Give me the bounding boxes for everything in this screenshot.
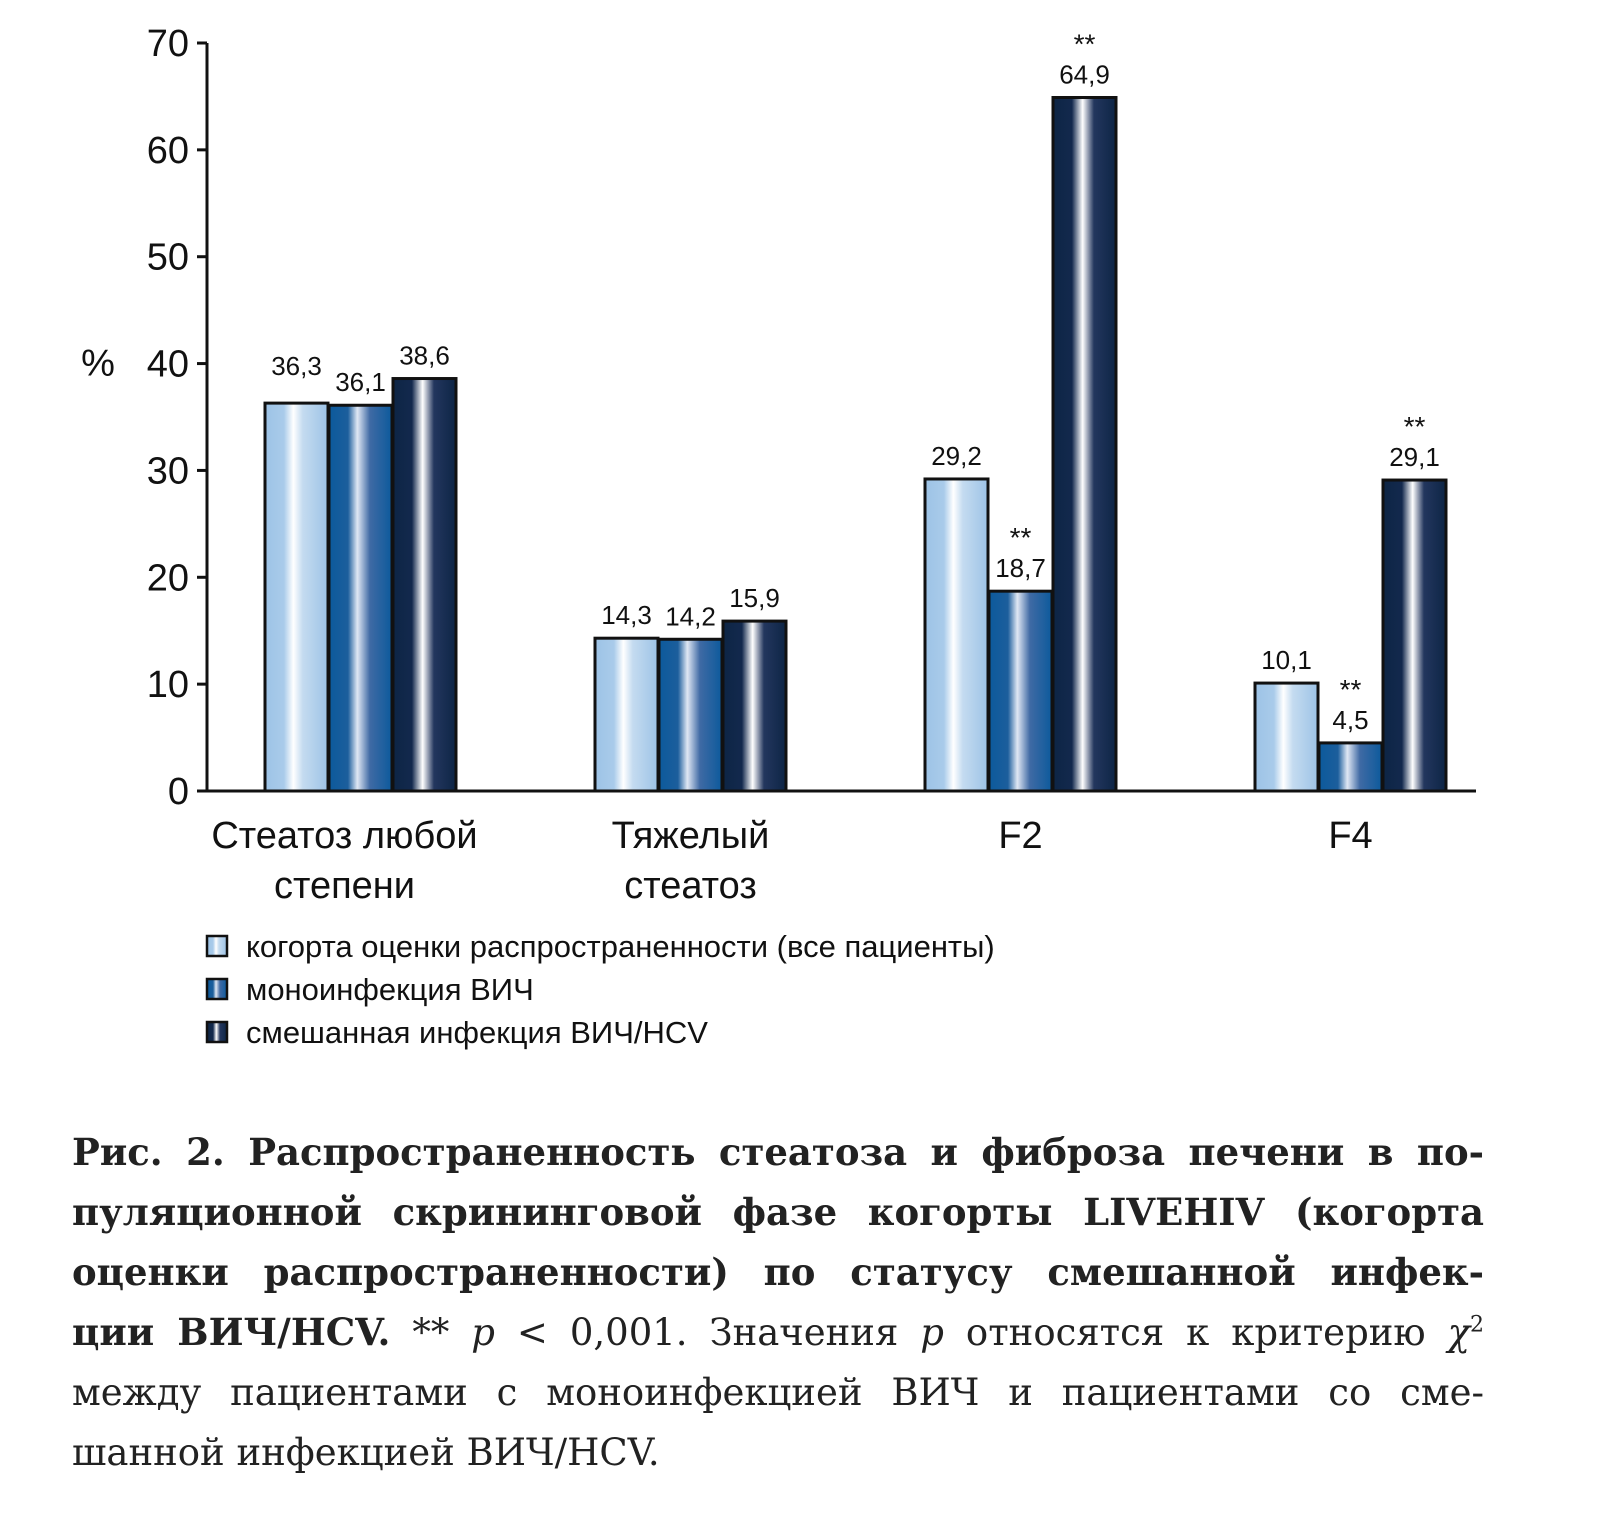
bar	[1381, 478, 1448, 793]
bar	[327, 403, 394, 793]
caption-text: χ	[1447, 1311, 1471, 1354]
category-label: F4	[1328, 815, 1372, 857]
data-label: 18,7	[995, 553, 1046, 583]
legend-label: когорта оценки распространенности (все п…	[246, 929, 995, 964]
y-tick-label: 40	[147, 344, 189, 386]
bar	[721, 619, 788, 793]
bar	[593, 636, 660, 793]
y-tick-label: 30	[147, 450, 189, 492]
caption-text: < 0,001. Значения	[494, 1311, 921, 1354]
bar	[1051, 95, 1118, 793]
y-tick-label: 0	[168, 771, 189, 813]
legend-swatch	[205, 977, 229, 1001]
caption-text: относятся к критерию	[943, 1311, 1448, 1354]
data-label: 36,1	[335, 367, 386, 397]
significance-mark: **	[1074, 28, 1096, 59]
caption-text: ции ВИЧ/HCV.	[72, 1310, 391, 1354]
bar	[391, 377, 458, 793]
caption-line: Рис. 2. Распространенность стеатоза и фи…	[72, 1130, 1484, 1174]
bar	[263, 401, 330, 793]
bar	[1317, 741, 1384, 793]
data-label: 4,5	[1332, 705, 1368, 735]
data-label: 29,1	[1389, 442, 1440, 472]
y-axis-label: %	[81, 343, 115, 385]
bar-chart: 0 10 20 30 40 50 60 70% Стеатоз любой степени Тяже…	[81, 23, 1476, 1050]
bar	[923, 477, 990, 793]
caption-text: 2	[1470, 1312, 1485, 1338]
y-tick-label: 10	[147, 664, 189, 706]
data-label: 29,2	[931, 441, 982, 471]
data-label: 14,3	[601, 600, 652, 630]
category-label: Тяжелый	[612, 815, 770, 857]
caption-line: шанной инфекцией ВИЧ/HCV.	[72, 1431, 660, 1474]
y-tick-label: 60	[147, 130, 189, 172]
category-label: стеатоз	[624, 865, 757, 907]
legend-swatch	[205, 934, 229, 958]
data-label: 10,1	[1261, 645, 1312, 675]
category-label: степени	[274, 865, 415, 907]
caption-line: ции ВИЧ/HCV. ** p < 0,001. Значения p от…	[72, 1302, 1484, 1363]
significance-mark: **	[1404, 411, 1426, 442]
data-label: 64,9	[1059, 59, 1110, 89]
figure-caption: Рис. 2. Распространенность стеатоза и фи…	[72, 1122, 1484, 1483]
caption-text: **	[390, 1311, 472, 1354]
y-tick-label: 70	[147, 23, 189, 65]
data-label: 36,3	[271, 351, 322, 381]
y-tick-label: 20	[147, 557, 189, 599]
caption-line: между пациентами с моноинфекцией ВИЧ и п…	[72, 1371, 1484, 1414]
data-label: 15,9	[729, 583, 780, 613]
data-label: 38,6	[399, 341, 450, 371]
data-label: 14,2	[665, 601, 716, 631]
bar	[987, 589, 1054, 793]
significance-mark: **	[1010, 522, 1032, 553]
significance-mark: **	[1340, 674, 1362, 705]
legend-label: моноинфекция ВИЧ	[246, 972, 534, 1007]
bar	[657, 637, 724, 793]
caption-line: пуляционной скрининговой фазе когорты LI…	[72, 1190, 1484, 1234]
legend-swatch	[205, 1020, 229, 1044]
caption-line: оценки распространенности) по статусу см…	[72, 1250, 1484, 1294]
category-label: F2	[998, 815, 1042, 857]
category-label: Стеатоз любой	[211, 815, 477, 857]
caption-text: p	[920, 1311, 944, 1354]
caption-text: p	[471, 1311, 495, 1354]
y-tick-label: 50	[147, 237, 189, 279]
bar	[1253, 681, 1320, 793]
legend-label: смешанная инфекция ВИЧ/HCV	[246, 1015, 708, 1050]
